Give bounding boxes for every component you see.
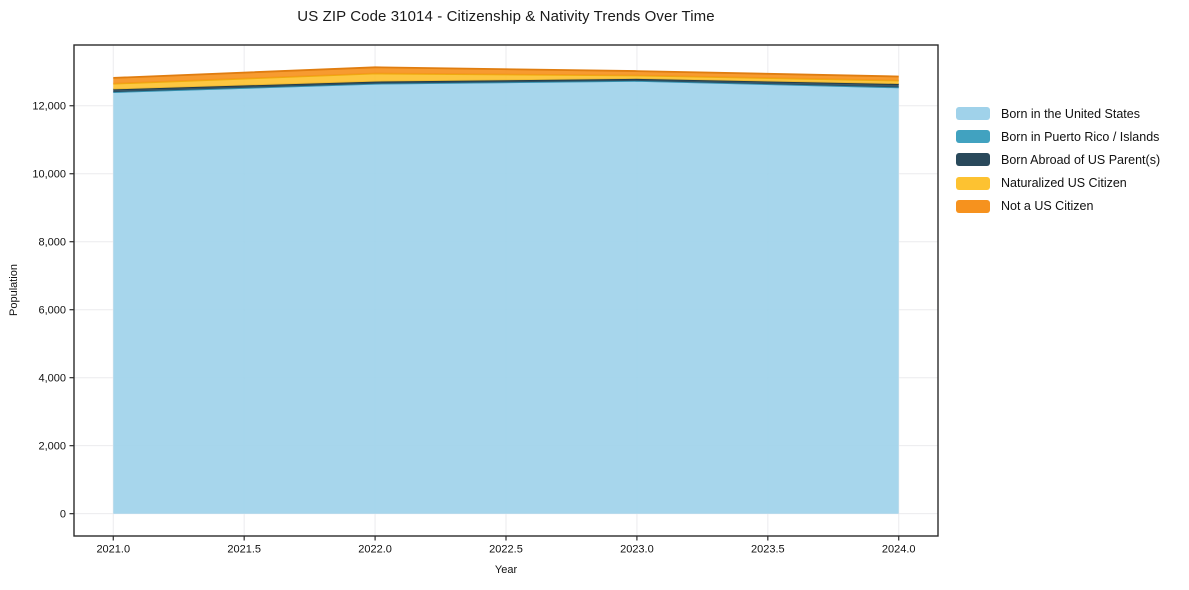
x-tick-label: 2021.0 xyxy=(96,544,130,556)
legend-swatch xyxy=(956,107,990,121)
x-tick-label: 2022.0 xyxy=(358,544,392,556)
legend-swatch xyxy=(956,130,990,144)
y-tick-label: 8,000 xyxy=(38,237,66,249)
area-series-2 xyxy=(113,78,899,93)
legend-swatch xyxy=(956,176,990,190)
x-tick-label: 2023.5 xyxy=(751,544,785,556)
legend-item-1: Born in Puerto Rico / Islands xyxy=(956,125,1160,148)
legend-item-4: Not a US Citizen xyxy=(956,195,1160,218)
legend-item-2: Born Abroad of US Parent(s) xyxy=(956,148,1160,171)
y-tick-label: 12,000 xyxy=(32,101,66,113)
area-series-4 xyxy=(113,67,899,84)
legend-label: Naturalized US Citizen xyxy=(1001,176,1127,191)
x-tick-label: 2023.0 xyxy=(620,544,654,556)
legend-label: Not a US Citizen xyxy=(1001,199,1094,214)
x-tick-label: 2022.5 xyxy=(489,544,523,556)
y-tick-label: 4,000 xyxy=(38,372,66,384)
chart-title: US ZIP Code 31014 - Citizenship & Nativi… xyxy=(297,8,715,25)
y-tick-label: 10,000 xyxy=(32,169,66,181)
y-tick-label: 0 xyxy=(60,508,66,520)
y-axis-label: Population xyxy=(8,264,20,316)
legend-label: Born in the United States xyxy=(1001,106,1140,121)
x-tick-label: 2024.0 xyxy=(882,544,916,556)
legend-label: Born in Puerto Rico / Islands xyxy=(1001,129,1160,144)
x-axis-label: Year xyxy=(494,564,518,576)
x-tick-label: 2021.5 xyxy=(227,544,261,556)
area-series-0 xyxy=(113,80,899,514)
legend-item-0: Born in the United States xyxy=(956,102,1160,125)
y-tick-label: 2,000 xyxy=(38,440,66,452)
legend-label: Born Abroad of US Parent(s) xyxy=(1001,152,1161,167)
legend-swatch xyxy=(956,199,990,213)
legend-swatch xyxy=(956,153,990,167)
legend: Born in the United States Born in Puerto … xyxy=(956,102,1160,218)
line-series-4 xyxy=(113,66,899,79)
y-tick-label: 6,000 xyxy=(38,305,66,317)
legend-item-3: Naturalized US Citizen xyxy=(956,172,1160,195)
